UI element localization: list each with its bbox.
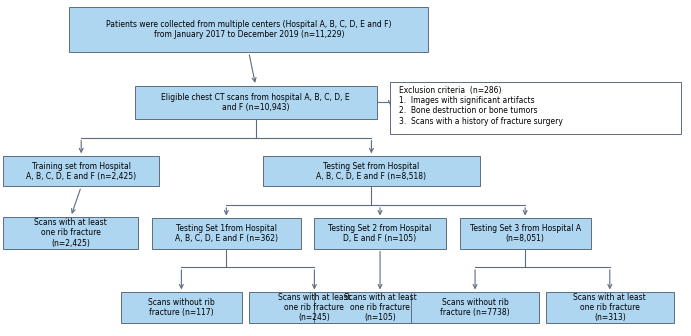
Text: Testing Set 1from Hospital
A, B, C, D, E and F (n=362): Testing Set 1from Hospital A, B, C, D, E… <box>175 224 278 243</box>
FancyBboxPatch shape <box>135 86 377 119</box>
FancyBboxPatch shape <box>314 218 446 249</box>
Text: Scans with at least
one rib fracture
(n=313): Scans with at least one rib fracture (n=… <box>574 293 646 322</box>
Text: Testing Set from Hospital
A, B, C, D, E and F (n=8,518): Testing Set from Hospital A, B, C, D, E … <box>316 162 426 181</box>
Text: Patients were collected from multiple centers (Hospital A, B, C, D, E and F)
fro: Patients were collected from multiple ce… <box>106 20 392 39</box>
FancyBboxPatch shape <box>3 217 138 249</box>
Text: Training set from Hospital
A, B, C, D, E and F (n=2,425): Training set from Hospital A, B, C, D, E… <box>26 162 136 181</box>
FancyBboxPatch shape <box>121 292 242 323</box>
Text: Eligible chest CT scans from hospital A, B, C, D, E
and F (n=10,943): Eligible chest CT scans from hospital A,… <box>162 93 350 112</box>
FancyBboxPatch shape <box>390 82 681 134</box>
FancyBboxPatch shape <box>411 292 539 323</box>
Text: Testing Set 3 from Hospital A
(n=8,051): Testing Set 3 from Hospital A (n=8,051) <box>470 224 580 243</box>
FancyBboxPatch shape <box>249 292 380 323</box>
Text: Scans without rib
fracture (n=117): Scans without rib fracture (n=117) <box>148 298 215 317</box>
FancyBboxPatch shape <box>69 7 428 52</box>
Text: Testing Set 2 from Hospital
D, E and F (n=105): Testing Set 2 from Hospital D, E and F (… <box>328 224 432 243</box>
FancyBboxPatch shape <box>152 218 301 249</box>
FancyBboxPatch shape <box>263 156 480 186</box>
Text: Scans with at least
one rib fracture
(n=2,425): Scans with at least one rib fracture (n=… <box>35 218 107 248</box>
FancyBboxPatch shape <box>460 218 591 249</box>
Text: Scans with at least
one rib fracture
(n=245): Scans with at least one rib fracture (n=… <box>278 293 351 322</box>
FancyBboxPatch shape <box>3 156 159 186</box>
FancyBboxPatch shape <box>546 292 674 323</box>
Text: Scans without rib
fracture (n=7738): Scans without rib fracture (n=7738) <box>440 298 510 317</box>
Text: Scans with at least
one rib fracture
(n=105): Scans with at least one rib fracture (n=… <box>343 293 417 322</box>
Text: Exclusion criteria  (n=286)
1.  Images with significant artifacts
2.  Bone destr: Exclusion criteria (n=286) 1. Images wit… <box>399 86 562 126</box>
FancyBboxPatch shape <box>314 292 446 323</box>
